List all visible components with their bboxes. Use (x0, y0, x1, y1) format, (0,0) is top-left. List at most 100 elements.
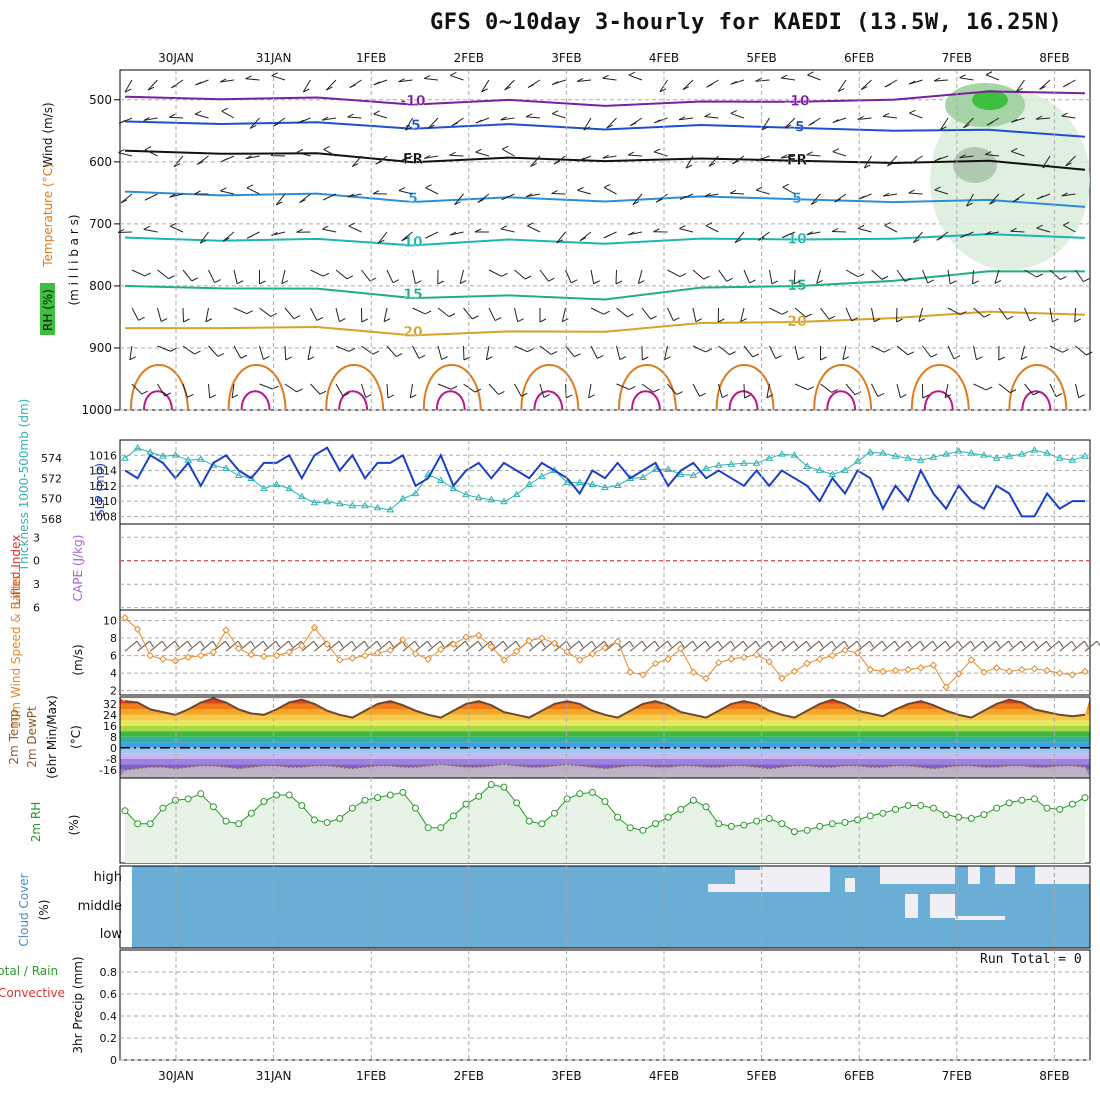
wind-barb-flag (904, 278, 912, 282)
wind-barb-flag (349, 84, 356, 89)
rh2m-point (664, 813, 672, 821)
wind10-barb (377, 640, 390, 652)
wind-barb (998, 307, 1008, 320)
wind-barb (157, 383, 166, 397)
wind-barb-flag (347, 113, 354, 118)
wind-barb (939, 117, 949, 131)
wind10-barb (352, 640, 365, 652)
wind-barb (692, 345, 706, 353)
temp-tick-label: 0 (110, 742, 117, 755)
wind-barb-flag (780, 154, 788, 159)
wind10-barb (895, 640, 908, 652)
wind10-barb (427, 640, 441, 652)
thickness-point (310, 498, 319, 506)
wind-barb-flag (500, 116, 507, 121)
wind10-barb (314, 640, 327, 652)
cloud-tick-label: high (94, 870, 122, 885)
temp-mask-above (120, 698, 1090, 718)
wind-barb-flag (249, 124, 257, 129)
wind-barb-flag (553, 160, 561, 165)
wind-barb-flag (597, 355, 604, 359)
wind-barb-flag (627, 151, 635, 156)
wind-barb-flag (577, 186, 584, 191)
wind10-barb (907, 640, 921, 652)
wind-barb-flag (705, 222, 713, 227)
wind-barb-flag (194, 350, 201, 355)
wind-barb (837, 79, 847, 92)
top-date-label: 4FEB (649, 51, 679, 65)
wind-barb-flag (481, 88, 488, 93)
wind-barb-flag (451, 122, 459, 127)
wind-barb-flag (1039, 85, 1046, 90)
thickness-point (500, 497, 508, 505)
wind-barb (959, 155, 974, 159)
wind-barb (602, 155, 617, 159)
wind10-barb-flag (1020, 640, 1026, 648)
wind-barb-flag (603, 234, 611, 239)
wind-barb (1024, 307, 1031, 322)
wind10-point (361, 651, 369, 660)
wind-barb (488, 307, 496, 321)
contour-30-loop (1021, 390, 1052, 411)
wind-barb-flag (1063, 83, 1070, 88)
slp-thickness-panel: 1008 1010 1012 1014 1016 568 570 572 574 (41, 439, 1091, 526)
wind-barb-flag (387, 394, 395, 399)
wind-barb-flag (910, 160, 917, 165)
wind-barb (896, 269, 906, 282)
thickness-point (752, 459, 761, 466)
wind-barb (386, 269, 394, 283)
thickness-point (689, 471, 698, 478)
wind-barb-flag (659, 88, 667, 93)
wind-barb-flag (502, 145, 509, 150)
wind-barb-flag (864, 164, 871, 169)
wind-barb-flag (209, 394, 216, 399)
wind-barb (740, 307, 745, 322)
wind-barb (245, 78, 260, 81)
thickness-point (765, 454, 774, 461)
contour-30-loop (338, 390, 369, 411)
wind10-barb-flag (945, 640, 950, 648)
wind-barb (729, 192, 745, 195)
wind-barb (1036, 227, 1051, 233)
wind-barb (704, 116, 719, 119)
top-date-label: 2FEB (454, 51, 484, 65)
temp-tick-label: 32 (103, 698, 117, 711)
rh2m-point (702, 803, 710, 811)
wind-barb (310, 269, 324, 277)
wind-barb (1049, 269, 1061, 280)
wind10-point (891, 666, 900, 675)
wind-barb-flag (628, 231, 635, 236)
wind-barb-flag (908, 189, 915, 194)
wind-barb (124, 79, 133, 93)
wind-barb (1049, 345, 1063, 353)
wind10-barb (453, 640, 466, 652)
wind-barb-flag (143, 116, 150, 121)
slp-tick-label: 1008 (89, 510, 117, 523)
wind-barb-flag (562, 318, 569, 323)
wind10-point (336, 656, 344, 664)
wind-label: Wind (m/s) (41, 102, 55, 167)
rh2m-point (475, 792, 483, 800)
bottom-date-axis: 30JAN 31JAN 1FEB 2FEB 3FEB 4FEB 5FEB 6FEB 7FEB 8F… (158, 1069, 1069, 1083)
wind10-barb-flag (705, 640, 710, 648)
wind-barb-flag (1012, 198, 1020, 203)
wind10-point (752, 650, 761, 659)
wind10-point (740, 653, 748, 662)
wind-barb (860, 79, 872, 90)
wind-barb-flag (346, 275, 354, 280)
temp-color-band (120, 736, 1090, 743)
wind-barb (755, 189, 770, 195)
contour-30-loop (923, 390, 954, 411)
wind-barb-flag (169, 193, 176, 198)
wind-barb (896, 345, 909, 356)
rh2m-point (285, 791, 293, 799)
wind-barb (539, 383, 545, 398)
wind-barb (412, 307, 426, 315)
rh2m-point (222, 817, 230, 825)
wind-barb (734, 231, 745, 244)
wind10-barb (187, 640, 201, 652)
wind10-barb (528, 640, 542, 652)
wind-barb-flag (883, 348, 891, 353)
wind-barb (810, 193, 821, 205)
rh2m-point (828, 820, 836, 828)
